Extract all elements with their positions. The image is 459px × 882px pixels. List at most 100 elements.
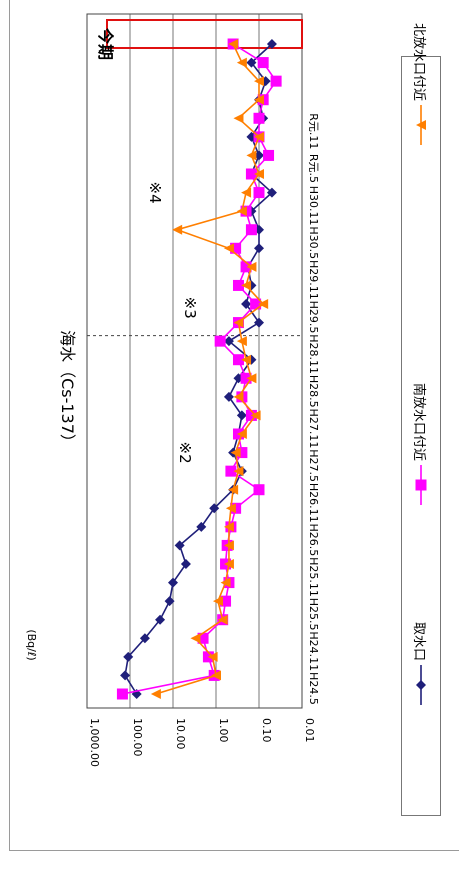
data-point xyxy=(233,317,244,328)
data-point xyxy=(123,651,134,662)
x-tick-label: H30.11 xyxy=(307,186,320,226)
annotation: 今期 xyxy=(96,27,115,60)
data-point xyxy=(241,299,252,309)
data-point xyxy=(233,466,244,477)
x-tick-label: H25.11 xyxy=(307,557,320,597)
y-tick-labels: 0.01 0.10 1.00 10.00 100.00 1,000.00 xyxy=(88,718,316,767)
chart-title: 海水（Cs-137） xyxy=(58,330,77,450)
data-point xyxy=(225,465,237,477)
y-tick-label: 1,000.00 xyxy=(88,718,101,767)
data-point xyxy=(233,391,244,402)
data-point xyxy=(253,187,265,199)
data-point xyxy=(246,373,257,384)
data-point xyxy=(254,76,264,87)
y-tick-label: 10.00 xyxy=(174,718,187,750)
y-tick-label: 0.10 xyxy=(260,718,273,743)
data-point xyxy=(214,335,226,347)
data-point xyxy=(212,596,223,607)
data-point xyxy=(172,224,183,235)
x-tick-label: H25.5 xyxy=(307,598,320,631)
data-point xyxy=(241,280,252,291)
data-point xyxy=(228,39,239,49)
data-point xyxy=(241,354,252,365)
data-point xyxy=(266,39,277,49)
x-tick-label: H27.11 xyxy=(307,409,320,449)
x-tick-label: H29.5 xyxy=(307,301,320,334)
data-point xyxy=(230,242,242,254)
legend-marker xyxy=(416,680,426,690)
y-axis-label: (Bq/ℓ) xyxy=(25,629,38,660)
data-point xyxy=(245,168,257,180)
data-point xyxy=(228,484,239,495)
legend-marker xyxy=(416,120,426,130)
data-point xyxy=(250,410,261,421)
data-point xyxy=(220,595,232,607)
data-point xyxy=(246,57,257,68)
data-point xyxy=(180,559,191,569)
data-point xyxy=(236,57,247,68)
data-point xyxy=(253,112,265,124)
data-point xyxy=(254,131,264,142)
data-point xyxy=(233,113,244,124)
data-point xyxy=(266,187,277,198)
data-point xyxy=(236,447,248,459)
data-point xyxy=(241,187,252,198)
data-point xyxy=(236,410,247,421)
x-tick-label: H27.5 xyxy=(307,449,320,482)
data-point xyxy=(254,150,264,161)
y-tick-label: 1.00 xyxy=(217,718,230,743)
data-point xyxy=(164,596,175,607)
data-point xyxy=(254,94,264,105)
y-tick-label: 0.01 xyxy=(303,718,316,743)
data-point xyxy=(246,261,257,272)
data-point xyxy=(236,206,247,217)
data-point xyxy=(150,689,161,699)
data-point xyxy=(250,298,262,310)
legend-label: 南放水口付近 xyxy=(411,383,427,461)
data-point xyxy=(236,429,247,439)
y-tick-label: 100.00 xyxy=(131,718,144,757)
x-tick-label: H30.5 xyxy=(307,226,320,259)
data-point xyxy=(220,577,231,588)
data-point xyxy=(230,447,241,458)
series-layer xyxy=(116,38,282,700)
data-point xyxy=(223,391,234,402)
data-point xyxy=(246,150,257,161)
data-point xyxy=(207,651,218,662)
data-point xyxy=(120,670,131,681)
data-point xyxy=(209,503,220,514)
data-point xyxy=(225,503,236,514)
figure-frame xyxy=(9,0,459,851)
x-tick-label: H29.11 xyxy=(307,260,320,300)
data-point xyxy=(245,224,257,236)
data-point xyxy=(196,521,207,532)
x-tick-labels: H24.5H24.11H25.5H25.11H26.5H26.11H27.5H2… xyxy=(307,113,320,705)
data-point xyxy=(254,243,264,254)
data-point xyxy=(139,633,150,644)
data-point xyxy=(155,614,166,625)
x-tick-label: H24.11 xyxy=(307,631,320,671)
x-tick-label: H24.5 xyxy=(307,672,320,705)
data-point xyxy=(223,559,234,569)
legend-label: 取水口 xyxy=(411,622,426,661)
data-point xyxy=(232,354,244,366)
annotation: ※4 xyxy=(146,182,164,204)
data-point xyxy=(270,75,282,87)
legend-label: 北放水口付近 xyxy=(411,23,426,101)
data-point xyxy=(190,633,201,644)
data-point xyxy=(240,261,252,273)
annotations: ※2 ※3 ※4 今期 xyxy=(96,27,199,464)
data-point xyxy=(254,317,264,328)
x-tick-label: H28.11 xyxy=(307,334,320,374)
annotation: ※2 xyxy=(176,442,194,464)
data-point xyxy=(232,279,244,291)
plot-area xyxy=(86,13,303,709)
data-point xyxy=(223,521,234,532)
current-period-highlight xyxy=(106,19,303,49)
data-point xyxy=(211,670,221,681)
data-point xyxy=(223,336,234,347)
x-tick-label: R元.5 xyxy=(307,154,320,183)
annotation: ※3 xyxy=(181,297,199,319)
data-point xyxy=(217,614,228,625)
